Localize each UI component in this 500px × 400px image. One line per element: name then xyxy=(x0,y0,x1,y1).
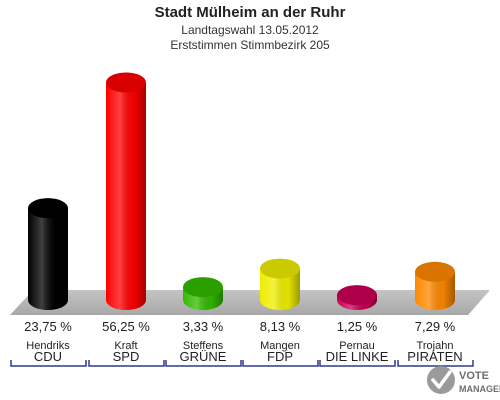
value-label: 3,33 % xyxy=(183,319,224,334)
vote-manager-logo: VOTE MANAGER xyxy=(427,366,500,394)
bar-body-shade xyxy=(260,268,300,310)
party-bracket xyxy=(397,360,474,367)
party-bracket xyxy=(319,360,396,367)
bar-cdu xyxy=(28,198,68,310)
candidate-label: Kraft xyxy=(114,340,137,352)
bar-top xyxy=(106,72,146,93)
party-label: FDP xyxy=(267,349,293,364)
bar-body-shade xyxy=(28,208,68,310)
party-bracket xyxy=(88,360,165,367)
bar-die-linke xyxy=(337,285,377,310)
candidate-label: Mangen xyxy=(260,340,300,352)
candidate-label: Steffens xyxy=(183,340,224,352)
value-label: 56,25 % xyxy=(102,319,150,334)
party-bracket xyxy=(242,360,319,367)
party-label: SPD xyxy=(113,349,140,364)
party-label: DIE LINKE xyxy=(326,349,389,364)
bar-piraten xyxy=(415,261,455,310)
value-label: 8,13 % xyxy=(260,319,301,334)
bar-top xyxy=(260,258,300,279)
party-label: CDU xyxy=(34,349,62,364)
chart-subtitle-district: Erststimmen Stimmbezirk 205 xyxy=(170,38,330,52)
chart-subtitle-date: Landtagswahl 13.05.2012 xyxy=(181,23,319,37)
bar-top xyxy=(337,285,377,306)
logo-text-manager: MANAGER xyxy=(459,384,500,394)
candidate-label: Hendriks xyxy=(26,340,70,352)
bar-spd xyxy=(106,72,146,310)
value-label: 1,25 % xyxy=(337,319,378,334)
bar-body-shade xyxy=(415,271,455,310)
logo-text-vote: VOTE xyxy=(459,370,489,382)
bar-body-shade xyxy=(106,82,146,310)
bar-top xyxy=(28,198,68,219)
bars-layer xyxy=(28,72,455,310)
party-label: GRÜNE xyxy=(180,349,227,364)
bar-top xyxy=(183,277,223,298)
bar-fdp xyxy=(260,258,300,310)
logo-badge-icon xyxy=(427,366,455,394)
party-label: PIRATEN xyxy=(407,349,462,364)
candidate-label: Trojahn xyxy=(417,340,454,352)
party-bracket xyxy=(165,360,242,367)
value-label: 23,75 % xyxy=(24,319,72,334)
bar-grüne xyxy=(183,277,223,310)
chart-title: Stadt Mülheim an der Ruhr xyxy=(155,4,346,21)
logo-checkmark-icon xyxy=(431,370,452,389)
candidate-label: Pernau xyxy=(339,340,374,352)
value-label: 7,29 % xyxy=(415,319,456,334)
bar-top xyxy=(415,261,455,282)
party-bracket xyxy=(10,360,87,367)
